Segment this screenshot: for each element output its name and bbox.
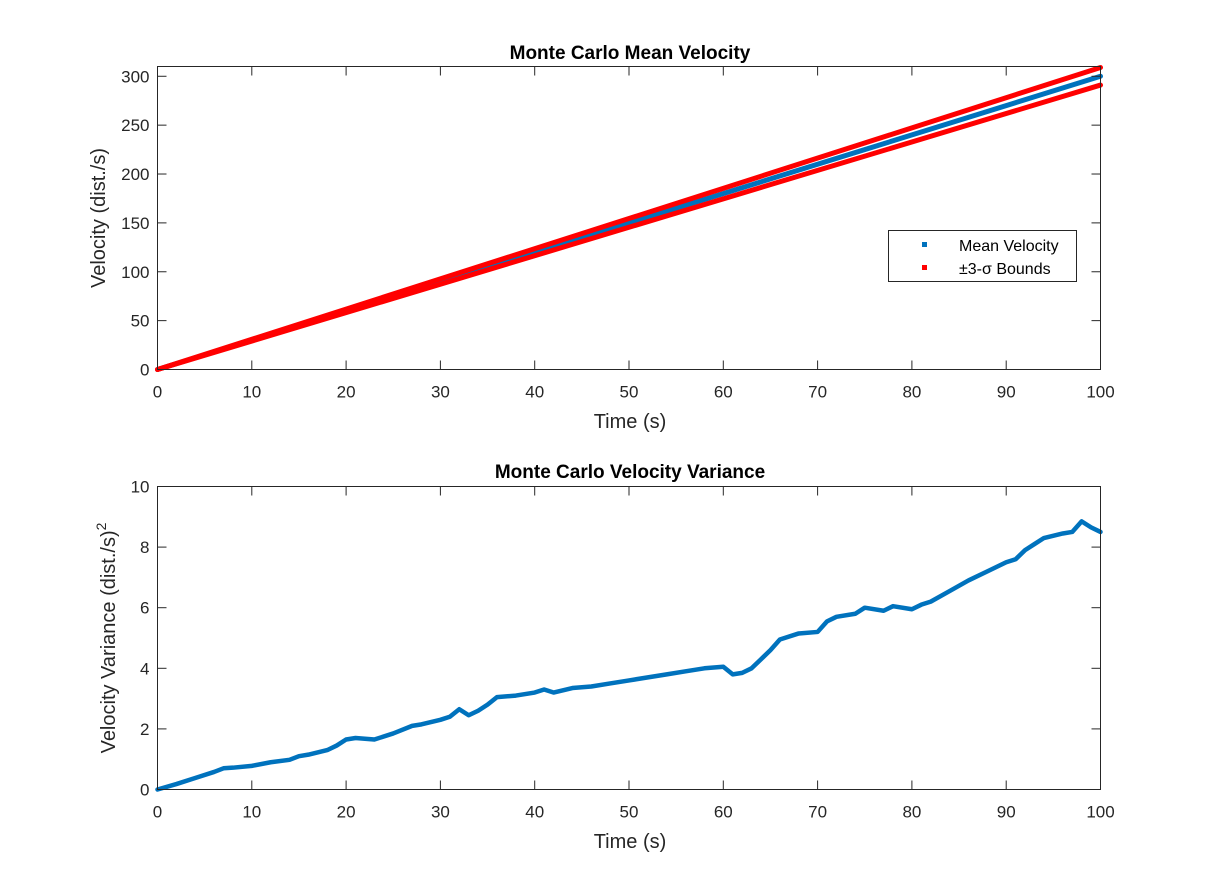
x-tick-label: 50 <box>620 803 639 822</box>
y-tick-label: 200 <box>121 165 149 184</box>
y-axis-label: Velocity (dist./s) <box>88 148 110 288</box>
x-tick-label: 10 <box>242 383 261 402</box>
y-axis-ticks: 0 50 100 150 200 250 300 <box>121 67 1101 380</box>
x-tick-label: 90 <box>997 803 1016 822</box>
x-tick-label: 100 <box>1086 803 1114 822</box>
x-tick-label: 80 <box>902 803 921 822</box>
x-tick-label: 30 <box>431 383 450 402</box>
y-tick-label: 2 <box>140 720 149 739</box>
y-tick-label: 6 <box>140 599 149 618</box>
legend-box <box>888 230 1077 282</box>
series-line-1-0 <box>155 519 1103 792</box>
x-tick-label: 90 <box>997 383 1016 402</box>
x-tick-label: 40 <box>525 383 544 402</box>
y-axis-ticks: 0 2 4 6 8 10 <box>131 478 1101 800</box>
x-tick-label: 0 <box>153 383 162 402</box>
legend-label-bounds: ±3-σ Bounds <box>959 261 1051 278</box>
x-tick-label: 0 <box>153 803 162 822</box>
x-tick-label: 10 <box>242 803 261 822</box>
x-axis-label: Time (s) <box>594 411 667 433</box>
x-tick-label: 40 <box>525 803 544 822</box>
velocity-variance-chart: Monte Carlo Velocity Variance 0 10 20 30 40 5… <box>93 462 1115 853</box>
chart-title: Monte Carlo Mean Velocity <box>510 43 751 64</box>
y-tick-label: 300 <box>121 67 149 86</box>
x-axis-ticks: 0 10 20 30 40 50 60 70 80 90 100 <box>153 486 1115 822</box>
series-line-0-1 <box>155 64 1103 372</box>
legend-marker-mean <box>922 242 927 247</box>
x-tick-label: 60 <box>714 383 733 402</box>
x-tick-label: 70 <box>808 803 827 822</box>
x-axis-label: Time (s) <box>594 831 667 853</box>
plot-area <box>155 64 1103 372</box>
x-tick-label: 70 <box>808 383 827 402</box>
x-tick-label: 50 <box>620 383 639 402</box>
legend-label-mean: Mean Velocity <box>959 238 1059 255</box>
y-tick-label: 250 <box>121 116 149 135</box>
legend: Mean Velocity ±3-σ Bounds <box>888 230 1077 282</box>
x-axis-ticks: 0 10 20 30 40 50 60 70 80 90 100 <box>153 66 1115 402</box>
y-axis-label-text: Velocity Variance (dist./s) <box>98 530 120 753</box>
y-tick-label: 0 <box>140 361 149 380</box>
series-line-0-2 <box>155 82 1103 372</box>
legend-marker-bounds <box>922 265 927 270</box>
y-tick-label: 4 <box>140 659 149 678</box>
x-tick-label: 20 <box>337 383 356 402</box>
y-tick-label: 8 <box>140 538 149 557</box>
chart-title: Monte Carlo Velocity Variance <box>495 462 765 483</box>
x-tick-label: 30 <box>431 803 450 822</box>
y-tick-label: 50 <box>131 312 150 331</box>
y-tick-label: 10 <box>131 478 150 497</box>
axes-frame <box>157 486 1101 790</box>
x-tick-label: 20 <box>337 803 356 822</box>
y-axis-label-superscript: 2 <box>93 522 109 530</box>
x-tick-label: 100 <box>1086 383 1114 402</box>
x-tick-label: 80 <box>902 383 921 402</box>
y-tick-label: 0 <box>140 781 149 800</box>
mean-velocity-chart: Monte Carlo Mean Velocity 0 10 20 30 40 50 60 7… <box>88 43 1115 433</box>
y-axis-label: Velocity Variance (dist./s)2 <box>93 522 120 753</box>
y-tick-label: 150 <box>121 214 149 233</box>
y-tick-label: 100 <box>121 263 149 282</box>
plot-area <box>155 519 1103 792</box>
x-tick-label: 60 <box>714 803 733 822</box>
